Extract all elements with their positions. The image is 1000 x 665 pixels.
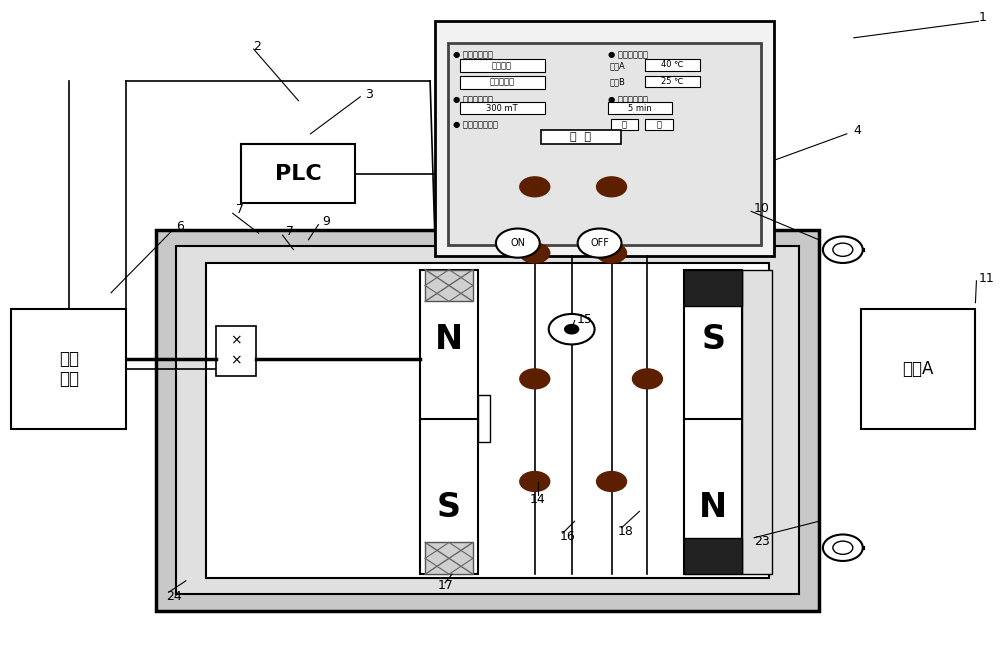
Text: 5 min: 5 min bbox=[628, 104, 651, 112]
Text: 7: 7 bbox=[286, 225, 294, 238]
Text: ● 设置磁场强度: ● 设置磁场强度 bbox=[453, 95, 493, 104]
Circle shape bbox=[597, 243, 626, 263]
Circle shape bbox=[833, 243, 853, 256]
Text: 1: 1 bbox=[978, 11, 986, 25]
Bar bbox=[216, 326, 256, 376]
Bar bbox=[156, 230, 819, 610]
Text: 4: 4 bbox=[854, 124, 862, 137]
Text: 蜡沉积实验: 蜡沉积实验 bbox=[489, 78, 514, 86]
Circle shape bbox=[833, 541, 853, 555]
Text: ● 张力传感器归零: ● 张力传感器归零 bbox=[453, 120, 498, 129]
Text: 6: 6 bbox=[176, 220, 184, 233]
Text: 3: 3 bbox=[365, 88, 373, 100]
Circle shape bbox=[565, 325, 579, 334]
Text: S: S bbox=[437, 491, 461, 525]
Bar bbox=[611, 118, 638, 130]
Bar bbox=[460, 102, 545, 114]
Text: 24: 24 bbox=[166, 590, 182, 602]
Text: 开  始: 开 始 bbox=[570, 132, 591, 142]
Text: 18: 18 bbox=[618, 525, 633, 538]
Text: 40 ℃: 40 ℃ bbox=[661, 61, 684, 69]
Text: 2: 2 bbox=[254, 40, 261, 53]
Circle shape bbox=[578, 229, 622, 257]
Bar bbox=[645, 76, 700, 88]
Bar bbox=[425, 269, 473, 301]
Text: ON: ON bbox=[510, 238, 525, 248]
Text: 伺服
电机: 伺服 电机 bbox=[59, 350, 79, 388]
Bar bbox=[645, 118, 673, 130]
Text: 黏度实验: 黏度实验 bbox=[492, 61, 512, 70]
Circle shape bbox=[520, 177, 550, 197]
Bar bbox=[420, 269, 478, 574]
Bar bbox=[460, 59, 545, 72]
Bar bbox=[478, 396, 490, 442]
Circle shape bbox=[520, 243, 550, 263]
Bar bbox=[861, 309, 975, 428]
Circle shape bbox=[597, 471, 626, 491]
Text: 10: 10 bbox=[754, 201, 770, 215]
Text: N: N bbox=[699, 491, 727, 525]
Text: 水浴B: 水浴B bbox=[610, 78, 625, 86]
Text: 300 mT: 300 mT bbox=[486, 104, 518, 112]
Text: N: N bbox=[435, 323, 463, 356]
Text: 9: 9 bbox=[322, 215, 330, 227]
Bar bbox=[742, 269, 772, 574]
Circle shape bbox=[823, 535, 863, 561]
Text: 水浴A: 水浴A bbox=[902, 360, 934, 378]
Bar bbox=[241, 144, 355, 203]
Text: 17: 17 bbox=[438, 579, 454, 592]
Circle shape bbox=[597, 177, 626, 197]
Bar bbox=[176, 247, 799, 594]
Text: ● 设置实验时间: ● 设置实验时间 bbox=[608, 95, 647, 104]
Text: 水浴A: 水浴A bbox=[610, 61, 625, 70]
Text: 14: 14 bbox=[530, 493, 546, 506]
Text: ×: × bbox=[230, 334, 241, 348]
Circle shape bbox=[632, 369, 662, 389]
Text: 是: 是 bbox=[622, 120, 627, 129]
Text: 11: 11 bbox=[978, 272, 994, 285]
Bar bbox=[425, 543, 473, 574]
Circle shape bbox=[520, 369, 550, 389]
Text: 7: 7 bbox=[236, 203, 244, 217]
Text: 16: 16 bbox=[560, 530, 575, 543]
Bar bbox=[541, 130, 621, 144]
Bar bbox=[206, 263, 769, 577]
Text: 25 ℃: 25 ℃ bbox=[661, 77, 684, 86]
Bar bbox=[460, 76, 545, 89]
Text: 15: 15 bbox=[577, 313, 593, 326]
Bar bbox=[448, 43, 761, 245]
Bar bbox=[11, 309, 126, 428]
Bar bbox=[684, 269, 742, 306]
Text: OFF: OFF bbox=[590, 238, 609, 248]
Bar bbox=[684, 538, 742, 574]
Bar bbox=[435, 21, 774, 256]
Text: S: S bbox=[701, 323, 725, 356]
Circle shape bbox=[520, 471, 550, 491]
Text: ● 设置水浴温度: ● 设置水浴温度 bbox=[608, 50, 647, 59]
Bar bbox=[684, 269, 742, 574]
Circle shape bbox=[549, 314, 595, 344]
Circle shape bbox=[496, 229, 540, 257]
Text: 否: 否 bbox=[657, 120, 662, 129]
Circle shape bbox=[823, 237, 863, 263]
Text: ● 选择实验类型: ● 选择实验类型 bbox=[453, 50, 493, 59]
Bar bbox=[645, 59, 700, 71]
Text: PLC: PLC bbox=[275, 164, 321, 184]
Bar bbox=[608, 102, 672, 114]
Text: 23: 23 bbox=[754, 535, 770, 547]
Text: ×: × bbox=[230, 354, 241, 368]
